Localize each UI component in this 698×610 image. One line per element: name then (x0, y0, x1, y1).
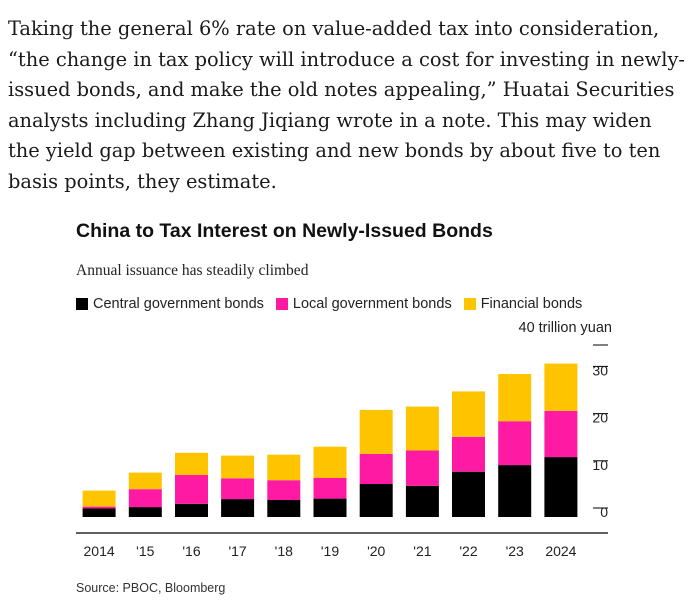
x-tick-label: '21 (413, 543, 431, 559)
x-tick-label: '15 (136, 543, 154, 559)
y-axis-unit-label: 40 trillion yuan (518, 320, 613, 336)
bar-segment-central-7 (405, 485, 439, 517)
bar-segment-local-3 (221, 478, 255, 500)
bar-segment-local-7 (405, 450, 439, 486)
legend-label-central: Central government bonds (93, 296, 264, 312)
bar-segment-local-9 (498, 421, 532, 466)
bar-segment-central-5 (313, 498, 347, 517)
bar-segment-financial-3 (221, 455, 255, 479)
x-tick-label: '18 (275, 543, 293, 559)
legend-item-financial: Financial bonds (463, 296, 583, 312)
bar-segment-local-1 (128, 489, 162, 508)
chart-subtitle: Annual issuance has steadily climbed (76, 262, 309, 279)
y-tick-label: 10 (592, 457, 608, 473)
legend-swatch-local (275, 298, 288, 310)
bar-segment-local-6 (359, 453, 393, 484)
bar-segment-central-2 (175, 503, 208, 517)
bar-segment-local-4 (267, 480, 301, 500)
x-tick-label: '19 (321, 543, 339, 559)
bar-segment-local-2 (175, 475, 208, 504)
bar-segment-financial-10 (544, 363, 578, 411)
bar-segment-financial-6 (359, 409, 393, 454)
y-tick-label: 30 (592, 362, 608, 378)
legend-swatch-central (76, 298, 88, 310)
bar-segment-central-0 (82, 508, 116, 517)
bar-segment-financial-9 (498, 374, 532, 422)
x-tick-label: '16 (182, 543, 200, 559)
legend-item-central: Central government bonds (76, 296, 264, 312)
bar-segment-local-0 (82, 506, 116, 509)
x-tick-label: '22 (459, 543, 477, 559)
bar-segment-financial-2 (175, 452, 208, 475)
bar-segment-central-10 (544, 457, 578, 517)
bar-segment-local-5 (313, 477, 347, 499)
bar-segment-local-8 (452, 436, 485, 472)
legend-item-local: Local government bonds (275, 296, 452, 312)
chart-title: China to Tax Interest on Newly-Issued Bo… (76, 220, 493, 242)
x-tick-label: 2024 (545, 543, 576, 559)
bar-segment-central-8 (452, 471, 485, 517)
x-tick-label: 2014 (84, 543, 115, 559)
y-tick-label: 0 (600, 504, 608, 520)
bar-segment-central-4 (267, 500, 301, 517)
bar-segment-central-3 (221, 499, 255, 517)
bar-segment-central-9 (498, 465, 532, 517)
bar-segment-local-10 (544, 410, 578, 458)
x-tick-label: '23 (506, 543, 524, 559)
legend-label-financial: Financial bonds (480, 296, 583, 312)
bar-segment-central-6 (359, 484, 393, 517)
bar-segment-financial-8 (452, 391, 485, 437)
x-tick-label: '20 (367, 543, 385, 559)
legend-swatch-financial (463, 298, 476, 310)
bar-segment-financial-5 (313, 446, 347, 478)
bar-segment-financial-7 (405, 406, 439, 451)
x-tick-label: '17 (228, 543, 246, 559)
bar-segment-central-1 (128, 507, 162, 517)
legend-label-local: Local government bonds (292, 296, 452, 312)
bar-segment-financial-4 (267, 454, 301, 481)
bar-segment-financial-1 (128, 472, 162, 490)
y-tick-label: 20 (592, 410, 608, 426)
bar-segment-financial-0 (82, 490, 116, 507)
article-paragraph: Taking the general 6% rate on value-adde… (8, 17, 685, 193)
chart-legend: Central government bonds Local governmen… (76, 296, 594, 312)
chart-source: Source: PBOC, Bloomberg (76, 581, 226, 595)
